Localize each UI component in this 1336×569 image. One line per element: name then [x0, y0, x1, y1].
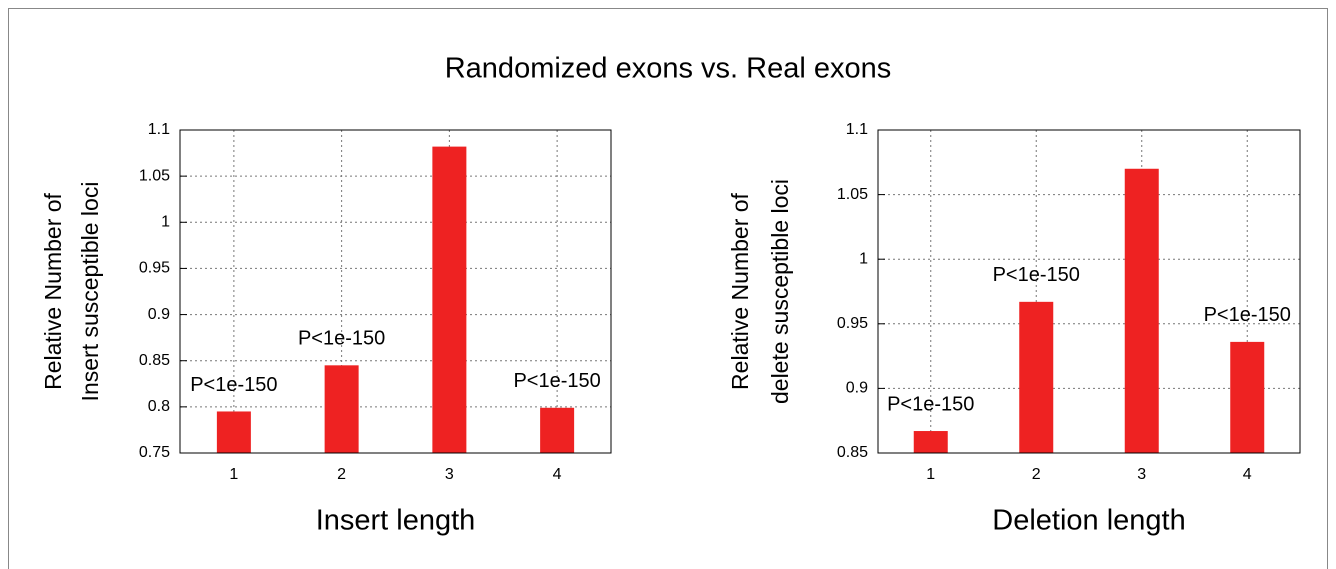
x-tick-label: 2: [337, 466, 346, 483]
bar-label: P<1e-150: [993, 264, 1080, 286]
bar-label: P<1e-150: [190, 374, 277, 396]
y-tick-label: 0.95: [837, 315, 868, 332]
y-tick-label: 0.9: [148, 306, 170, 323]
bar: [432, 146, 467, 453]
plot-border: [877, 129, 1301, 454]
bar: [1230, 341, 1265, 453]
y-tick-label: 1.1: [148, 121, 170, 138]
x-tick-label: 3: [1137, 466, 1146, 483]
bar: [1124, 168, 1159, 453]
bar-label: P<1e-150: [298, 328, 385, 350]
plot-border: [179, 129, 612, 454]
x-tick-label: 4: [1243, 466, 1252, 483]
y-axis-label: delete susceptible loci: [767, 179, 793, 404]
x-tick-label: 3: [445, 466, 454, 483]
y-tick-label: 1.1: [846, 121, 868, 138]
y-axis-label: Relative Number of: [40, 192, 66, 389]
y-tick-label: 0.85: [837, 444, 868, 461]
x-tick-label: 4: [553, 466, 562, 483]
frame: [8, 8, 1328, 569]
y-tick-label: 0.8: [148, 398, 170, 415]
bar: [216, 411, 251, 453]
x-axis-label: Insert length: [316, 505, 476, 537]
y-tick-label: 0.85: [139, 352, 170, 369]
figure-title: Randomized exons vs. Real exons: [445, 53, 892, 85]
y-tick-label: 1.05: [139, 167, 170, 184]
y-axis-label: Insert susceptible loci: [77, 182, 103, 402]
bar: [540, 407, 575, 453]
x-tick-label: 2: [1032, 466, 1041, 483]
y-tick-label: 0.95: [139, 260, 170, 277]
y-tick-label: 0.75: [139, 444, 170, 461]
bar-label: P<1e-150: [1204, 304, 1291, 326]
y-axis-label: Relative Number of: [727, 192, 753, 389]
y-tick-label: 1.05: [837, 186, 868, 203]
y-tick-label: 1: [859, 250, 868, 267]
x-tick-label: 1: [229, 466, 238, 483]
bar: [324, 365, 359, 453]
y-tick-label: 0.9: [846, 380, 868, 397]
x-tick-label: 1: [926, 466, 935, 483]
bar-label: P<1e-150: [513, 370, 600, 392]
bar-label: P<1e-150: [887, 393, 974, 415]
x-axis-label: Deletion length: [992, 505, 1185, 537]
bar: [1019, 301, 1054, 453]
y-tick-label: 1: [161, 214, 170, 231]
bar: [913, 431, 948, 453]
